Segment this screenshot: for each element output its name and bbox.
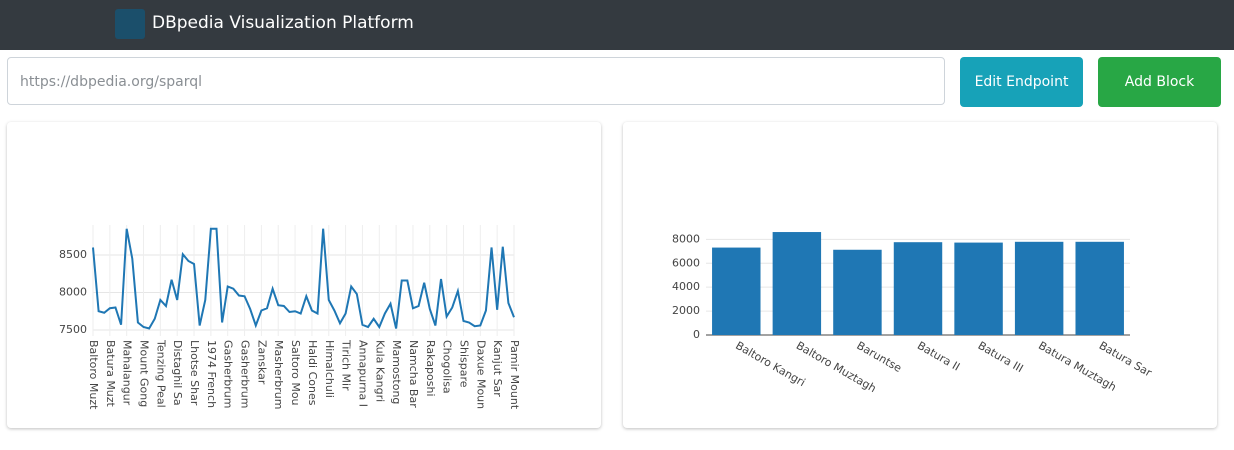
y-tick-label: 4000 [672, 280, 700, 293]
x-tick-label: Haldi Cones [306, 340, 319, 406]
x-tick-label: Lhotse Shar [188, 340, 201, 406]
bar [833, 249, 882, 335]
x-tick-label: Batura Sar [1097, 339, 1155, 380]
x-tick-label: Shispare [457, 340, 470, 388]
y-tick-label: 8500 [59, 248, 87, 261]
x-tick-label: Mount Gong [138, 340, 151, 407]
y-tick-label: 7500 [59, 323, 87, 336]
bar [1075, 241, 1124, 335]
y-tick-label: 8000 [672, 232, 700, 245]
logo [115, 9, 145, 39]
y-tick-label: 2000 [672, 304, 700, 317]
x-tick-label: Zanskar [255, 340, 268, 385]
x-tick-label: Annapurna I [356, 340, 369, 407]
x-tick-label: Batura III [976, 339, 1026, 375]
x-tick-label: Mahalangur [121, 340, 134, 406]
x-tick-label: Daxue Moun [474, 340, 487, 409]
y-tick-label: 6000 [672, 256, 700, 269]
endpoint-input[interactable]: https://dbpedia.org/sparql [7, 57, 945, 105]
x-tick-label: Himalchuli [323, 340, 336, 398]
x-tick-label: Distaghil Sa [171, 340, 184, 406]
chart-card [7, 122, 601, 428]
bar [893, 242, 943, 335]
x-tick-label: Pamir Mount [508, 340, 521, 410]
navbar-title: DBpedia Visualization Platform [152, 13, 414, 33]
add-block-button[interactable]: Add Block [1098, 57, 1221, 107]
x-tick-label: Tirich Mir [340, 339, 353, 391]
x-tick-label: Baruntse [854, 339, 904, 375]
x-tick-label: Tenzing Peal [154, 339, 167, 408]
x-tick-label: Namcha Bar [407, 340, 420, 408]
x-tick-label: Kanjut Sar [491, 340, 504, 397]
navbar: DBpedia Visualization Platform [0, 0, 1234, 50]
x-tick-label: Saltoro Mou [289, 340, 302, 406]
x-tick-label: Baltoro Muzt [87, 340, 100, 410]
x-tick-label: Mamostong [390, 340, 403, 404]
bar [712, 247, 761, 335]
line [92, 227, 515, 330]
edit-endpoint-button[interactable]: Edit Endpoint [960, 57, 1083, 107]
x-tick-label: Rakaposhi [424, 340, 437, 397]
x-tick-label: Gasherbrum [239, 340, 252, 408]
bar [954, 242, 1003, 335]
y-tick-label: 8000 [59, 286, 87, 299]
x-tick-label: Kula Kangri [373, 340, 386, 402]
x-tick-label: 1974 French [205, 340, 218, 408]
y-tick-label: 0 [693, 328, 700, 341]
x-tick-label: Chogolisa [441, 340, 454, 394]
x-tick-label: Masherbrum [272, 340, 285, 409]
x-tick-label: Batura Muzt [104, 340, 117, 408]
bar [772, 232, 822, 335]
bar [1014, 241, 1064, 335]
x-tick-label: Batura II [915, 339, 962, 374]
x-tick-label: Gasherbrum [222, 340, 235, 408]
